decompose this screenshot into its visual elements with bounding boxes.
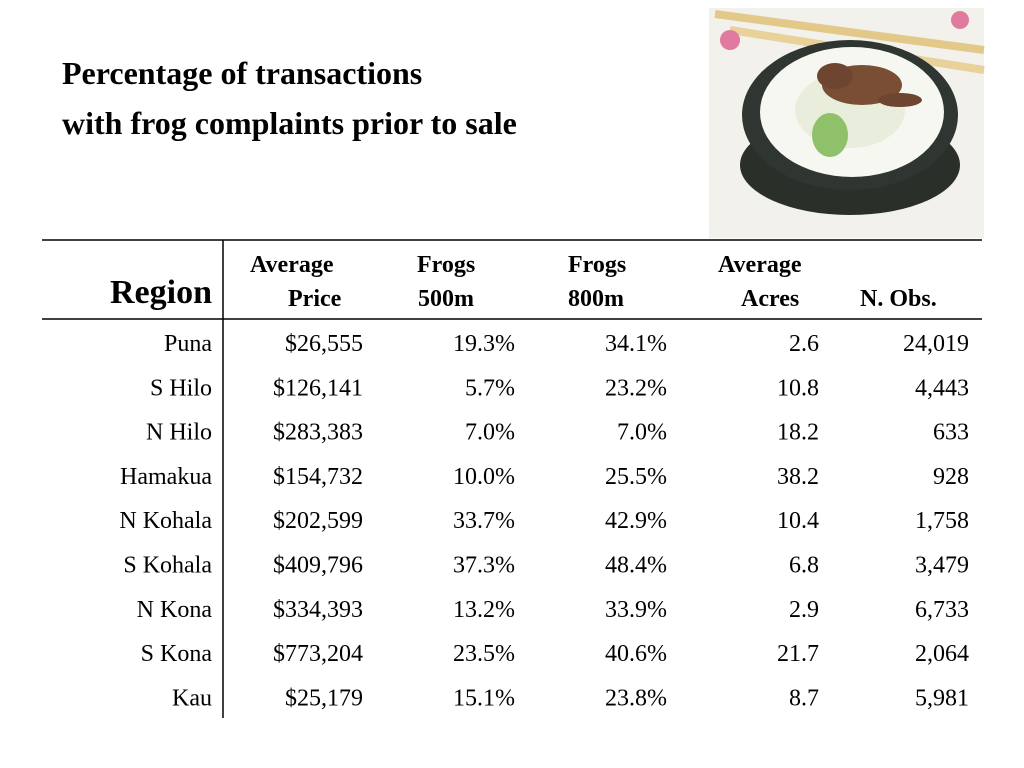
header-cell: Average — [718, 252, 802, 278]
header-cell: Frogs — [417, 252, 475, 278]
table-cell: $202,599 — [273, 508, 363, 534]
table-cell: 23.2% — [605, 375, 667, 401]
table-cell: 1,758 — [915, 508, 969, 534]
table-cell: $283,383 — [273, 420, 363, 446]
table-cell: 18.2 — [777, 420, 819, 446]
header-cell: N. Obs. — [860, 286, 937, 312]
table-cell: 23.5% — [453, 641, 515, 667]
table-cell: 21.7 — [777, 641, 819, 667]
header-cell: Average — [250, 252, 334, 278]
table-cell: 19.3% — [453, 331, 515, 357]
table-cell: 7.0% — [465, 420, 515, 446]
table-cell: 10.0% — [453, 464, 515, 490]
table-cell: 40.6% — [605, 641, 667, 667]
table-cell: 23.8% — [605, 685, 667, 711]
table-cell: 34.1% — [605, 331, 667, 357]
table-cell: 2.9 — [789, 597, 819, 623]
row-label: N Kohala — [119, 508, 212, 534]
header-cell: Acres — [741, 286, 799, 312]
row-label: Kau — [172, 685, 212, 711]
table-cell: 25.5% — [605, 464, 667, 490]
table-cell: 48.4% — [605, 553, 667, 579]
table-cell: 13.2% — [453, 597, 515, 623]
table-cell: 42.9% — [605, 508, 667, 534]
table-cell: 24,019 — [903, 331, 969, 357]
header-cell: 500m — [418, 286, 474, 312]
row-label: S Kohala — [123, 553, 212, 579]
row-label: S Kona — [141, 641, 213, 667]
title-line: with frog complaints prior to sale — [62, 105, 517, 141]
table-cell: 38.2 — [777, 464, 819, 490]
table-cell: 33.7% — [453, 508, 515, 534]
flower — [951, 11, 969, 29]
cucumber — [812, 113, 848, 157]
table-cell: 6.8 — [789, 553, 819, 579]
table-cell: 2,064 — [915, 641, 969, 667]
row-label: Hamakua — [120, 464, 212, 490]
header-cell: Price — [288, 286, 342, 312]
table-cell: $126,141 — [273, 375, 363, 401]
table-cell: 10.4 — [777, 508, 819, 534]
table-cell: 33.9% — [605, 597, 667, 623]
table-cell: 37.3% — [453, 553, 515, 579]
table-cell: 15.1% — [453, 685, 515, 711]
header-cell: Frogs — [568, 252, 626, 278]
table-cell: 3,479 — [915, 553, 969, 579]
title-line: Percentage of transactions — [62, 55, 422, 91]
chopstick — [714, 10, 985, 54]
row-label: S Hilo — [150, 375, 212, 401]
row-label: Puna — [164, 331, 212, 357]
table-cell: 633 — [933, 420, 969, 446]
frog-head — [817, 63, 853, 89]
sushi-photo — [709, 8, 985, 238]
flower — [720, 30, 740, 50]
table-cell: $25,179 — [285, 685, 363, 711]
table-cell: $773,204 — [273, 641, 363, 667]
frog-leg — [878, 93, 922, 107]
table-cell: 5,981 — [915, 685, 969, 711]
table-cell: $154,732 — [273, 464, 363, 490]
table-cell: 8.7 — [789, 685, 819, 711]
content: Percentage of transactions with frog comp… — [42, 55, 982, 718]
row-label: N Hilo — [146, 420, 212, 446]
table-cell: 2.6 — [789, 331, 819, 357]
table-cell: 5.7% — [465, 375, 515, 401]
table-cell: 4,443 — [915, 375, 969, 401]
table-cell: 6,733 — [915, 597, 969, 623]
table-cell: $26,555 — [285, 331, 363, 357]
table-cell: 7.0% — [617, 420, 667, 446]
header-cell: Region — [110, 274, 212, 311]
table-cell: $409,796 — [273, 553, 363, 579]
table-cell: 10.8 — [777, 375, 819, 401]
header-cell: 800m — [568, 286, 624, 312]
row-label: N Kona — [137, 597, 213, 623]
table-cell: 928 — [933, 464, 969, 490]
table-cell: $334,393 — [273, 597, 363, 623]
